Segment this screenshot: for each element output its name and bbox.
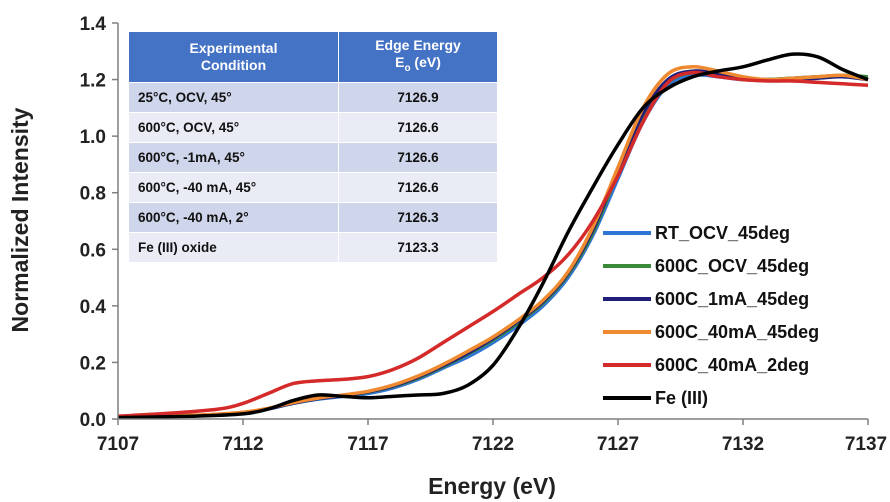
x-tick-label: 7132: [722, 434, 764, 455]
x-tick-label: 7122: [472, 434, 514, 455]
y-tick-label: 0.0: [80, 410, 106, 431]
legend-label: 600C_40mA_2deg: [655, 355, 809, 375]
table-row: 600°C, OCV, 45° 7126.6: [128, 112, 498, 143]
condition-cell: 600°C, OCV, 45°: [128, 112, 339, 143]
x-tick-label: 7107: [97, 434, 139, 455]
table-row: Fe (III) oxide 7123.3: [128, 232, 498, 263]
edge-energy-table: Experimental Condition Edge Energy Eo (e…: [128, 31, 498, 263]
header-condition-line2: Condition: [200, 57, 267, 73]
x-axis-title: Energy (eV): [428, 473, 556, 499]
table-header-row: Experimental Condition Edge Energy Eo (e…: [128, 31, 498, 83]
y-axis-title: Normalized Intensity: [7, 107, 33, 332]
condition-cell: 25°C, OCV, 45°: [128, 82, 339, 113]
edge-energy-cell: 7126.6: [338, 142, 498, 173]
y-tick-label: 0.4: [80, 297, 107, 318]
header-edge-unit: (eV): [410, 54, 441, 71]
axes: 0.0 0.2 0.4 0.6 0.8 1.0 1.2 1.4 7107 7112 7117 7122…: [80, 14, 888, 455]
table-row: 600°C, -40 mA, 2° 7126.3: [128, 202, 498, 233]
edge-energy-cell: 7126.9: [338, 82, 498, 113]
table-row: 25°C, OCV, 45° 7126.9: [128, 82, 498, 113]
x-tick-label: 7112: [222, 434, 263, 455]
y-tick-label: 0.6: [80, 240, 106, 261]
legend-label: 600C_40mA_45deg: [655, 322, 819, 342]
legend-label: Fe (III): [655, 388, 708, 408]
series-line-4: [117, 70, 869, 418]
legend: RT_OCV_45deg 600C_OCV_45deg 600C_1mA_45deg…: [603, 223, 819, 408]
condition-cell: Fe (III) oxide: [128, 232, 339, 263]
table-row: 600°C, -1mA, 45° 7126.6: [128, 142, 498, 173]
edge-energy-cell: 7123.3: [338, 232, 498, 263]
legend-label: 600C_OCV_45deg: [655, 256, 809, 276]
condition-cell: 600°C, -40 mA, 45°: [128, 172, 339, 203]
series-line-5: [117, 52, 869, 420]
table-row: 600°C, -40 mA, 45° 7126.6: [128, 172, 498, 203]
x-tick-label: 7127: [597, 434, 639, 455]
legend-label: 600C_1mA_45deg: [655, 289, 809, 309]
plot-lines: [117, 52, 869, 420]
edge-energy-cell: 7126.6: [338, 112, 498, 143]
header-condition: Experimental Condition: [128, 31, 339, 83]
legend-label: RT_OCV_45deg: [655, 223, 790, 243]
condition-cell: 600°C, -40 mA, 2°: [128, 202, 339, 233]
header-edge-symbol: E: [395, 54, 405, 71]
y-tick-label: 1.0: [80, 127, 106, 148]
x-tick-label: 7137: [845, 434, 887, 455]
header-edge-line1: Edge Energy: [375, 37, 461, 54]
edge-energy-cell: 7126.3: [338, 202, 498, 233]
header-edge-subscript: o: [404, 62, 411, 74]
header-edge-energy: Edge Energy Eo (eV): [338, 31, 498, 83]
condition-cell: 600°C, -1mA, 45°: [128, 142, 339, 173]
y-tick-label: 0.8: [80, 184, 106, 205]
y-tick-label: 0.2: [80, 353, 106, 374]
edge-energy-cell: 7126.6: [338, 172, 498, 203]
y-tick-label: 1.4: [80, 14, 107, 35]
header-condition-line1: Experimental: [189, 40, 278, 56]
x-tick-label: 7117: [347, 434, 388, 455]
series-line-3: [117, 65, 869, 420]
y-tick-label: 1.2: [80, 71, 106, 92]
